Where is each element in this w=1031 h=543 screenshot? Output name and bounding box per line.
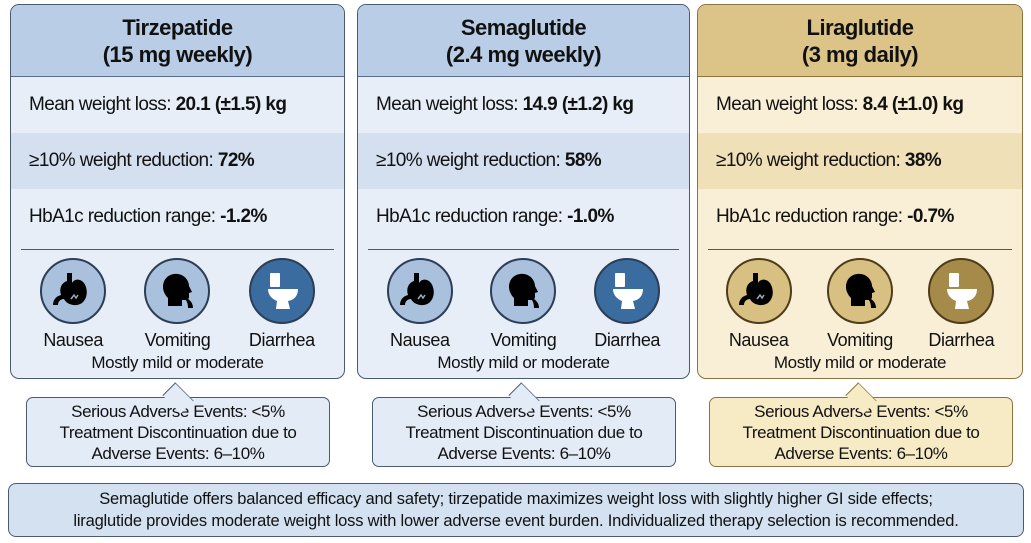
vomiting-label: Vomiting [490,330,557,350]
adverse-events-callout: Serious Adverse Events: <5% Treatment Di… [372,382,676,467]
diarrhea-label: Diarrhea [594,330,661,350]
stomach-icon [40,258,107,324]
drug-card: Liraglutide (3 mg daily) Mean weight los… [697,4,1023,379]
diarrhea-label: Diarrhea [248,330,315,350]
side-effect-vomiting: Vomiting [815,258,905,351]
drug-dose: (2.4 mg weekly) [445,42,602,67]
divider [368,249,679,250]
severity-note: Mostly mild or moderate [437,353,610,372]
drug-name: Semaglutide [460,15,587,40]
discontinuation-line-1: Treatment Discontinuation due to [59,423,297,442]
weight-loss-value: 8.4 (±1.0) kg [862,94,964,115]
side-effects: Nausea Vomiting Diarrhea [698,250,1022,351]
reduction-value: 38% [904,150,942,171]
stomach-icon [386,258,453,324]
reduction-label: ≥10% weight reduction: [716,150,905,171]
summary-box: Semaglutide offers balanced efficacy and… [8,483,1024,537]
discontinuation-line-1: Treatment Discontinuation due to [742,423,980,442]
weight-loss-row: Mean weight loss: 14.9 (±1.2) kg [358,77,689,133]
vomiting-head-icon [490,258,557,324]
side-effect-diarrhea: Diarrhea [582,258,672,351]
drug-name: Tirzepatide [122,15,233,40]
vomiting-label: Vomiting [144,330,211,350]
severity-note: Mostly mild or moderate [773,353,947,372]
drug-name: Liraglutide [806,15,914,40]
nausea-label: Nausea [43,330,103,350]
reduction-row: ≥10% weight reduction: 58% [358,133,689,189]
side-effect-nausea: Nausea [375,258,465,351]
adverse-events-callout: Serious Adverse Events: <5% Treatment Di… [26,382,330,467]
adverse-events-callout: Serious Adverse Events: <5% Treatment Di… [709,382,1013,467]
drug-header: Liraglutide (3 mg daily) [698,5,1022,77]
hba1c-value: -1.0% [567,206,614,227]
stomach-icon [725,258,792,324]
weight-loss-label: Mean weight loss: [716,94,863,115]
weight-loss-row: Mean weight loss: 20.1 (±1.5) kg [11,77,344,133]
weight-loss-label: Mean weight loss: [29,94,176,115]
vomiting-label: Vomiting [827,330,893,350]
severity-note: Mostly mild or moderate [91,353,264,372]
reduction-label: ≥10% weight reduction: [29,150,218,171]
summary-line-1: Semaglutide offers balanced efficacy and… [99,490,933,508]
discontinuation-line-2: Adverse Events: 6–10% [774,444,948,463]
side-effect-vomiting: Vomiting [478,258,568,351]
reduction-row: ≥10% weight reduction: 38% [698,133,1022,189]
side-effect-diarrhea: Diarrhea [237,258,327,351]
toilet-icon [248,258,315,324]
hba1c-row: HbA1c reduction range: -0.7% [698,189,1022,245]
hba1c-row: HbA1c reduction range: -1.2% [11,189,344,245]
reduction-value: 58% [564,150,602,171]
nausea-label: Nausea [390,330,450,350]
discontinuation-line-2: Adverse Events: 6–10% [91,444,265,463]
drug-dose: (3 mg daily) [801,42,919,67]
side-effect-nausea: Nausea [28,258,118,351]
drug-card: Semaglutide (2.4 mg weekly) Mean weight … [357,4,690,379]
drug-dose: (15 mg weekly) [102,42,253,67]
discontinuation-line-2: Adverse Events: 6–10% [437,444,611,463]
vomiting-head-icon [826,258,893,324]
reduction-row: ≥10% weight reduction: 72% [11,133,344,189]
hba1c-label: HbA1c reduction range: [716,206,908,227]
hba1c-row: HbA1c reduction range: -1.0% [358,189,689,245]
reduction-label: ≥10% weight reduction: [376,150,565,171]
side-effect-diarrhea: Diarrhea [916,258,1006,351]
discontinuation-line-1: Treatment Discontinuation due to [405,423,643,442]
weight-loss-row: Mean weight loss: 8.4 (±1.0) kg [698,77,1022,133]
drug-card: Tirzepatide (15 mg weekly) Mean weight l… [10,4,345,379]
diarrhea-label: Diarrhea [928,330,995,350]
side-effect-nausea: Nausea [714,258,804,351]
vomiting-head-icon [144,258,211,324]
nausea-label: Nausea [728,330,789,350]
side-effects: Nausea Vomiting Diarrhea [358,250,689,351]
hba1c-label: HbA1c reduction range: [29,206,221,227]
hba1c-label: HbA1c reduction range: [376,206,568,227]
divider [708,249,1012,250]
toilet-icon [928,258,995,324]
side-effect-vomiting: Vomiting [132,258,222,351]
divider [21,249,334,250]
weight-loss-value: 14.9 (±1.2) kg [522,94,634,115]
reduction-value: 72% [217,150,255,171]
hba1c-value: -0.7% [907,206,954,227]
weight-loss-label: Mean weight loss: [376,94,523,115]
toilet-icon [594,258,661,324]
weight-loss-value: 20.1 (±1.5) kg [175,94,287,115]
summary-line-2: liraglutide provides moderate weight los… [73,512,959,530]
side-effects: Nausea Vomiting Diarrhea [11,250,344,351]
drug-header: Tirzepatide (15 mg weekly) [11,5,344,77]
drug-header: Semaglutide (2.4 mg weekly) [358,5,689,77]
hba1c-value: -1.2% [220,206,267,227]
